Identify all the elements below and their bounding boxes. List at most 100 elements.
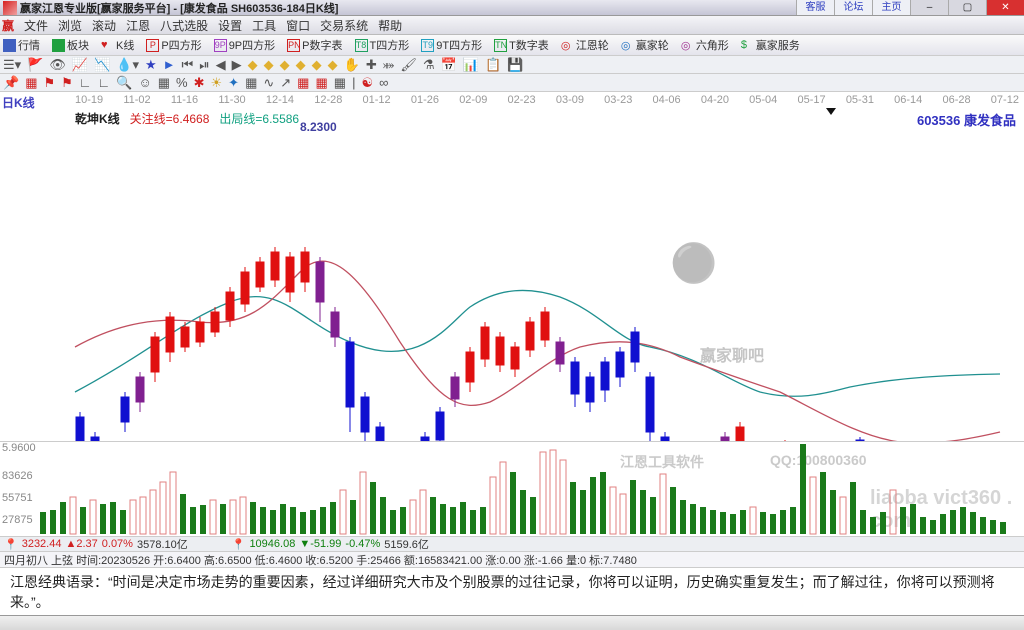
wave-line-icon[interactable]: ∿	[263, 75, 274, 91]
brush-icon[interactable]: 🖌	[400, 57, 417, 73]
striped-box-icon1[interactable]: ▦	[297, 75, 309, 91]
toolbar-item-hexagon[interactable]: ◎ 六角形	[681, 37, 729, 53]
menu-item-settings[interactable]: 设置	[218, 17, 242, 34]
menu-item-window[interactable]: 窗口	[286, 17, 310, 34]
window-controls: 客服 论坛 主页 – ▢ ✕	[796, 0, 1024, 15]
network-icon[interactable]: ⚗	[423, 57, 435, 73]
toolbar-item-t-number[interactable]: TN T数字表	[494, 37, 549, 53]
calendar-icon[interactable]: 📅	[441, 57, 457, 73]
candlestick-chart[interactable]: 日K线 10-19 11-02 11-16 11-30 12-14 12-28 …	[0, 92, 1024, 442]
toolbar-item-9t-square[interactable]: T9 9T四方形	[421, 37, 482, 53]
hand-tool-icon[interactable]: ✋	[344, 57, 360, 73]
zigzag-icon2[interactable]: 📉	[94, 57, 110, 73]
angle-icon1[interactable]: ∟	[79, 75, 92, 90]
menu-item-tools[interactable]: 工具	[252, 17, 276, 34]
play-cursor-icon[interactable]: ►	[163, 57, 176, 72]
sz-index-amount: 5159.6亿	[380, 536, 429, 552]
diamond-node-icon6[interactable]: ◆	[328, 57, 338, 73]
star-burst-icon[interactable]: ✦	[228, 75, 239, 91]
toolbar-item-quote[interactable]: 行情	[3, 37, 40, 53]
prev-icon[interactable]: ◀	[216, 57, 226, 73]
toolbar-item-kline[interactable]: ♥ K线	[101, 37, 134, 53]
candlestick-group-bottom1	[451, 372, 459, 407]
toolbar-item-services[interactable]: $ 嬴家服务	[741, 37, 800, 53]
minimize-button[interactable]: –	[910, 0, 948, 15]
diamond-node-icon3[interactable]: ◆	[280, 57, 290, 73]
sh-index-icon[interactable]: 📍	[0, 538, 18, 551]
sz-index-pct: -0.47%	[341, 538, 380, 550]
diamond-node-icon5[interactable]: ◆	[312, 57, 322, 73]
curve-draw-icon[interactable]: ⤘	[383, 57, 395, 73]
period-selector-icon[interactable]: ☰▾	[3, 57, 21, 73]
chart-mode-toolbar: 行情 板块 ♥ K线 P P四方形 9P 9P四方形 PN P数字表 T8 T四方形 T9…	[0, 35, 1024, 56]
app-logo-icon	[3, 1, 17, 15]
flag-symbol-icon1[interactable]: ⚑	[43, 75, 55, 91]
menu-item-trading[interactable]: 交易系统	[320, 17, 368, 34]
toolbar-item-t-square[interactable]: T8 T四方形	[355, 37, 410, 53]
menu-item-gann[interactable]: 江恩	[126, 17, 150, 34]
striped-box-icon2[interactable]: ▦	[315, 75, 327, 91]
crosshair-icon[interactable]: ✚	[366, 57, 377, 73]
toolbar-item-p-square[interactable]: P P四方形	[146, 37, 201, 53]
smiley-icon[interactable]: ☺	[138, 75, 151, 90]
candlestick-group-early2	[136, 372, 144, 412]
gear-alt-icon[interactable]: ★	[145, 57, 157, 73]
link-icon[interactable]: ∞	[379, 75, 388, 90]
next-icon[interactable]: ▶	[232, 57, 242, 73]
toolbar-item-p-number[interactable]: PN P数字表	[287, 37, 342, 53]
toolbar-item-gann-wheel[interactable]: ◎ 江恩轮	[561, 37, 609, 53]
magnifier-icon[interactable]: 🔍	[116, 75, 132, 91]
sz-index-value: 10946.08	[245, 538, 295, 550]
percent-icon[interactable]: %	[176, 75, 188, 90]
help-desk-label[interactable]: 客服	[796, 0, 834, 15]
menu-item-file[interactable]: 文件	[24, 17, 48, 34]
radar-icon[interactable]: ✱	[194, 75, 205, 91]
angle-icon2[interactable]: ∟	[98, 75, 111, 90]
menu-item-browse[interactable]: 浏览	[58, 17, 82, 34]
homepage-label[interactable]: 主页	[872, 0, 910, 15]
marker-flag-icon[interactable]: 🚩	[27, 57, 43, 73]
candlestick-svg	[0, 92, 1024, 442]
go-last-icon[interactable]: ⏯	[199, 57, 209, 73]
dropper-icon[interactable]: 💧▾	[116, 57, 139, 73]
index-info-bar: 📍 3232.44 ▲2.37 0.07% 3578.10亿 📍 10946.0…	[0, 537, 1024, 552]
ohlc-status-line: 四月初八 上弦 时间:20230526 开:6.6400 高:6.6500 低:…	[0, 552, 1024, 568]
grid-hash-icon1[interactable]: ▦	[25, 75, 37, 91]
grid-box-icon[interactable]: ▦	[245, 75, 257, 91]
hash-icon[interactable]: ▦	[158, 75, 170, 91]
candlestick-group-decline1	[346, 337, 444, 442]
menu-item-help[interactable]: 帮助	[378, 17, 402, 34]
yinyang-icon[interactable]: ☯	[361, 75, 373, 91]
volume-chart[interactable]: 5.9600 83626 55751 27875 江恩工具软件 QQ:10080…	[0, 442, 1024, 537]
pin-icon[interactable]: 📌	[3, 75, 19, 91]
divider-icon[interactable]: |	[352, 75, 355, 90]
restore-button[interactable]: ▢	[948, 0, 986, 15]
menu-item-scroll[interactable]: 滚动	[92, 17, 116, 34]
menu-item-stockpick[interactable]: 八式选股	[160, 17, 208, 34]
candlestick-group-peak	[316, 257, 339, 347]
go-first-icon[interactable]: ⏮	[182, 57, 194, 73]
eye-icon[interactable]: 👁	[49, 57, 66, 73]
table-icon[interactable]: 📊	[463, 57, 479, 73]
volume-bars-group	[40, 444, 1006, 534]
toolbar-item-winner-wheel[interactable]: ◎ 嬴家轮	[621, 37, 669, 53]
bottom-scrollbar[interactable]	[0, 616, 1024, 630]
diagonal-icon[interactable]: ↗	[280, 75, 291, 91]
toolbar-item-sector[interactable]: 板块	[52, 37, 89, 53]
report-icon[interactable]: 📋	[485, 57, 501, 73]
diamond-node-icon4[interactable]: ◆	[296, 57, 306, 73]
window-title: 嬴家江恩专业版[嬴家服务平台] - [康发食品 SH603536-184日K线]	[20, 0, 338, 16]
forum-label[interactable]: 论坛	[834, 0, 872, 15]
toolbar-item-9p-square[interactable]: 9P 9P四方形	[214, 37, 275, 53]
sh-index-value: 3232.44	[18, 538, 62, 550]
sz-index-icon[interactable]: 📍	[228, 538, 246, 551]
close-button[interactable]: ✕	[986, 0, 1024, 15]
diamond-node-icon1[interactable]: ◆	[248, 57, 258, 73]
save-disk-icon[interactable]: 💾	[507, 57, 523, 73]
drawing-toolbar-row1: ☰▾ 🚩 👁 📈 📉 💧▾ ★ ► ⏮ ⏯ ◀ ▶ ◆ ◆ ◆ ◆ ◆ ◆ ✋ …	[0, 56, 1024, 74]
diamond-node-icon2[interactable]: ◆	[264, 57, 274, 73]
flag-symbol-icon2[interactable]: ⚑	[61, 75, 73, 91]
grid-lines-icon[interactable]: ▦	[334, 75, 346, 91]
zigzag-icon1[interactable]: 📈	[72, 57, 88, 73]
sun-icon[interactable]: ☀	[211, 75, 223, 91]
